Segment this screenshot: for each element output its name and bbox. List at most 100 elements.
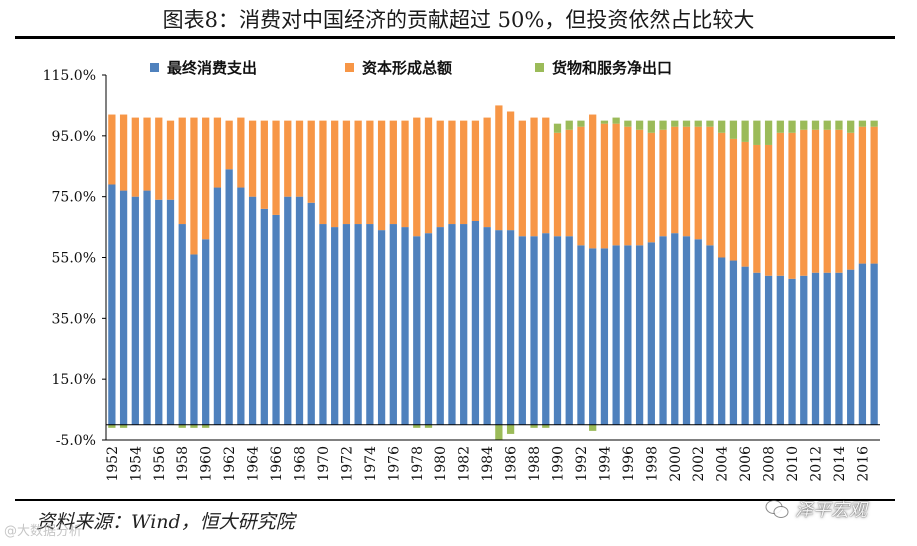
legend-label: 最终消费支出 <box>167 59 257 77</box>
y-tick-label: 15.0% <box>52 372 96 388</box>
bar-net-exports <box>530 424 538 428</box>
bar-consumption <box>847 269 855 425</box>
bar-investment <box>143 117 151 191</box>
bar-investment <box>870 126 878 264</box>
bar-consumption <box>389 224 397 425</box>
bar-consumption <box>542 233 550 425</box>
source-rule <box>15 499 895 501</box>
bar-investment <box>225 120 233 170</box>
x-tick-label: 1968 <box>293 446 309 482</box>
bar-investment <box>718 132 726 258</box>
bar-investment <box>776 132 784 276</box>
bar-investment <box>788 132 796 279</box>
bar-investment <box>377 120 386 231</box>
bar-consumption <box>166 199 175 425</box>
x-tick-label: 1974 <box>363 446 379 482</box>
bar-consumption <box>600 248 609 425</box>
bar-investment <box>471 120 480 221</box>
bar-consumption <box>495 230 503 425</box>
x-tick-label: 1960 <box>199 446 215 482</box>
bar-investment <box>284 120 292 197</box>
bar-net-exports <box>682 120 691 127</box>
x-tick-label: 2012 <box>809 446 825 482</box>
x-tick-label: 2016 <box>855 446 871 482</box>
x-tick-label: 1980 <box>433 446 449 482</box>
bar-consumption <box>342 224 351 425</box>
bar-net-exports <box>741 120 749 142</box>
bar-investment <box>424 117 433 234</box>
bar-net-exports <box>119 424 128 428</box>
bar-consumption <box>190 254 198 425</box>
bar-net-exports <box>718 120 726 133</box>
bar-investment <box>354 120 362 225</box>
x-tick-label: 1992 <box>574 446 590 482</box>
bar-net-exports <box>788 120 796 133</box>
bar-investment <box>694 126 702 240</box>
bar-consumption <box>260 208 268 425</box>
bar-investment <box>389 120 397 225</box>
bar-investment <box>800 129 808 276</box>
bar-consumption <box>366 224 374 425</box>
bar-investment <box>190 117 198 255</box>
x-tick-label: 1970 <box>316 446 332 482</box>
bar-investment <box>448 120 456 225</box>
chart-title: 图表8：消费对中国经济的贡献超过 50%，但投资依然占比较大 <box>162 8 755 32</box>
bar-investment <box>413 117 421 237</box>
bar-investment <box>530 117 538 237</box>
stacked-bar-chart: 115.0% 95.0% 75.0% 55.0% 35.0% 15.0% -5.0% 1952… <box>43 59 880 482</box>
bar-consumption <box>284 196 292 425</box>
bar-consumption <box>870 263 878 425</box>
bar-investment <box>753 144 761 273</box>
x-tick-label: 2004 <box>715 446 731 482</box>
bar-net-exports <box>870 120 878 127</box>
bar-consumption <box>483 227 491 425</box>
bar-investment <box>202 117 210 240</box>
bar-consumption <box>506 230 515 425</box>
bar-net-exports <box>612 117 620 124</box>
bar-net-exports <box>565 120 573 130</box>
bar-consumption <box>553 236 562 425</box>
bar-investment <box>647 132 655 243</box>
bar-investment <box>612 123 620 246</box>
bar-net-exports <box>647 120 655 133</box>
x-tick-label: 1986 <box>504 446 520 482</box>
bar-investment <box>858 126 867 264</box>
bar-consumption <box>647 242 655 425</box>
bar-net-exports <box>823 120 831 130</box>
bar-investment <box>342 120 351 225</box>
x-tick-label: 1984 <box>480 446 496 482</box>
bar-net-exports <box>800 120 808 130</box>
x-tick-label: 1952 <box>105 446 121 482</box>
x-tick-label: 1978 <box>410 446 426 482</box>
x-tick-label: 1976 <box>386 446 402 482</box>
bar-consumption <box>424 233 433 425</box>
bar-consumption <box>460 224 468 425</box>
bar-consumption <box>753 272 761 425</box>
bar-investment <box>307 120 315 203</box>
x-tick-label: 1982 <box>457 446 473 482</box>
bar-consumption <box>377 230 386 425</box>
bar-investment <box>213 117 222 188</box>
bar-investment <box>847 132 855 270</box>
bar-investment <box>764 144 773 276</box>
bar-consumption <box>131 196 139 425</box>
watermark-source: @大数据分析 <box>4 524 83 539</box>
bar-consumption <box>518 236 526 425</box>
bar-investment <box>823 129 831 273</box>
bar-net-exports <box>659 120 667 130</box>
bar-investment <box>506 111 515 231</box>
x-tick-label: 1966 <box>269 446 285 482</box>
bar-investment <box>483 117 491 228</box>
bar-consumption <box>577 245 585 425</box>
bar-consumption <box>682 236 691 425</box>
bar-consumption <box>108 184 116 425</box>
x-tick-label: 1994 <box>597 446 613 482</box>
bar-investment <box>331 120 339 228</box>
bar-investment <box>635 129 644 246</box>
bar-consumption <box>823 272 831 425</box>
bar-net-exports <box>847 120 855 133</box>
bar-consumption <box>776 275 784 425</box>
bar-investment <box>460 120 468 225</box>
x-tick-label: 1998 <box>644 446 660 482</box>
bar-consumption <box>143 190 151 425</box>
